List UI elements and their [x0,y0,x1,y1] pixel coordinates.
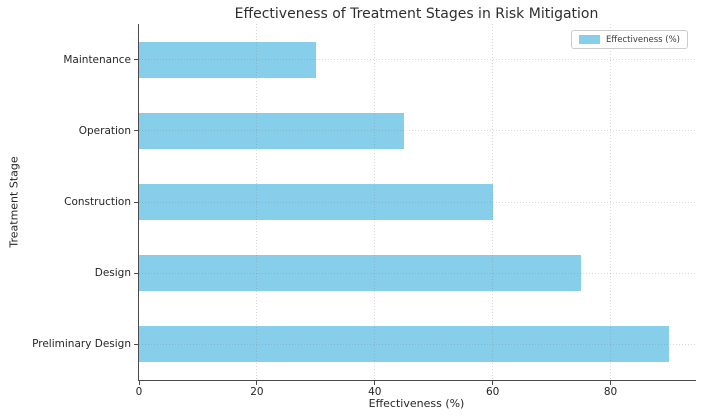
y-gridline [139,130,696,132]
y-gridline [139,201,696,203]
bar-preliminary-design [139,326,670,363]
y-tick-mark [134,201,139,203]
y-tick-label: Design [94,267,131,280]
y-gridline [139,343,696,345]
legend-label: Effectiveness (%) [606,34,680,45]
x-axis-label: Effectiveness (%) [368,397,465,410]
bar-construction [139,184,493,220]
x-tick-label: 20 [250,386,264,398]
y-gridline [139,272,696,274]
x-tick-label: 60 [485,386,500,398]
bar-design [139,255,582,292]
y-tick-label: Operation [78,124,131,137]
x-tick-mark [374,380,376,385]
plot-area: 0 20 40 60 80 Maintenance Operation Constructio… [32,24,696,398]
x-gridline [492,24,494,380]
chart-title: Effectiveness of Treatment Stages in Ris… [234,6,599,22]
x-tick-label: 40 [368,386,382,398]
y-axis-label: Treatment Stage [7,156,21,248]
x-tick-mark [138,380,140,385]
x-tick-mark [492,380,494,385]
y-tick-mark [134,59,139,61]
x-gridline [256,24,258,380]
x-gridline [610,24,612,380]
y-tick-label: Construction [64,196,131,208]
bar-maintenance [139,41,316,78]
y-tick-mark [134,272,139,274]
x-tick-label: 80 [603,386,618,398]
y-tick-mark [134,343,139,345]
legend-swatch [579,35,600,44]
y-tick-mark [134,130,139,132]
y-gridline [139,59,696,61]
x-tick-mark [610,380,612,385]
y-tick-label: Maintenance [63,53,131,66]
x-tick-mark [256,380,258,385]
legend: Effectiveness (%) [571,30,688,49]
x-tick-label: 0 [135,386,143,398]
bar-operation [139,112,405,149]
x-gridline [374,24,376,380]
y-tick-label: Preliminary Design [32,338,131,351]
